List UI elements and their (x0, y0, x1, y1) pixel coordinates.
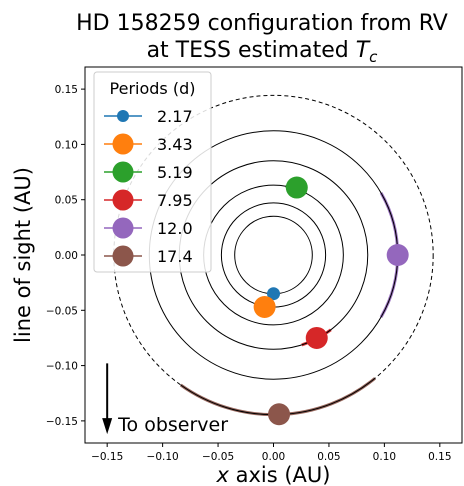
planet-7.95 (305, 326, 328, 349)
x-axis-label-text: axis (AU) (229, 463, 331, 486)
x-tick-label: 0.15 (428, 451, 451, 463)
legend-title: Periods (d) (110, 79, 196, 98)
y-tick-label: −0.15 (46, 416, 78, 428)
chart-title-subscript: c (369, 48, 378, 66)
legend-marker-2.17 (117, 110, 129, 122)
x-tick-label: −0.15 (91, 451, 123, 463)
y-tick-label: 0.05 (55, 195, 78, 207)
tick-group: −0.15 −0.10 −0.05 0.00 0.05 0.10 0.15 0.15 0.10 0… (46, 84, 452, 463)
legend-marker-3.43 (112, 133, 134, 155)
legend-marker-12.0 (112, 217, 134, 239)
legend-label-3.43: 3.43 (157, 135, 193, 154)
y-tick-label: 0.15 (55, 84, 78, 96)
observer-annotation: To observer (102, 363, 228, 436)
y-tick-label: −0.05 (46, 305, 78, 317)
observer-arrow-head (102, 418, 113, 435)
x-tick-label: −0.05 (202, 451, 234, 463)
x-axis-label-symbol: x (216, 463, 230, 486)
x-tick-label: 0.10 (373, 451, 396, 463)
legend-marker-7.95 (112, 189, 134, 211)
planet-3.43 (253, 295, 276, 318)
planet-17.4 (268, 403, 291, 426)
planet-2.17 (267, 287, 280, 301)
orbit-17.4 (113, 94, 434, 416)
y-tick-label: 0.10 (55, 139, 78, 151)
y-tick-label: 0.00 (55, 250, 78, 262)
planet-12.0 (386, 244, 409, 266)
x-tick-label: −0.10 (147, 451, 179, 463)
y-tick-label: −0.10 (46, 361, 78, 373)
chart-title-symbol: T (356, 38, 371, 63)
planet-5.19 (285, 176, 308, 199)
legend-label-2.17: 2.17 (157, 107, 193, 126)
legend-marker-5.19 (112, 161, 134, 183)
legend: Periods (d) 2.17 3.43 5.19 7.95 12.0 17.4 (93, 71, 212, 273)
chart-title-line2: at TESS estimated Tc (147, 38, 379, 66)
observer-label: To observer (117, 414, 228, 436)
plot-area (113, 94, 434, 426)
legend-label-17.4: 17.4 (157, 247, 193, 266)
x-tick-label: 0.00 (262, 451, 285, 463)
orbit-2.17 (234, 215, 313, 295)
chart-title-line2-prefix: at TESS estimated (147, 38, 356, 63)
legend-label-7.95: 7.95 (157, 191, 193, 210)
chart-title-line1: HD 158259 configuration from RV (76, 11, 448, 36)
legend-label-5.19: 5.19 (157, 163, 193, 182)
legend-marker-17.4 (112, 245, 134, 267)
x-axis-label: x axis (AU) (216, 463, 331, 486)
y-axis-label: line of sight (AU) (11, 167, 35, 343)
legend-items: 2.17 3.43 5.19 7.95 12.0 17.4 (104, 107, 193, 267)
x-tick-label: 0.05 (317, 451, 340, 463)
legend-label-12.0: 12.0 (157, 219, 193, 238)
